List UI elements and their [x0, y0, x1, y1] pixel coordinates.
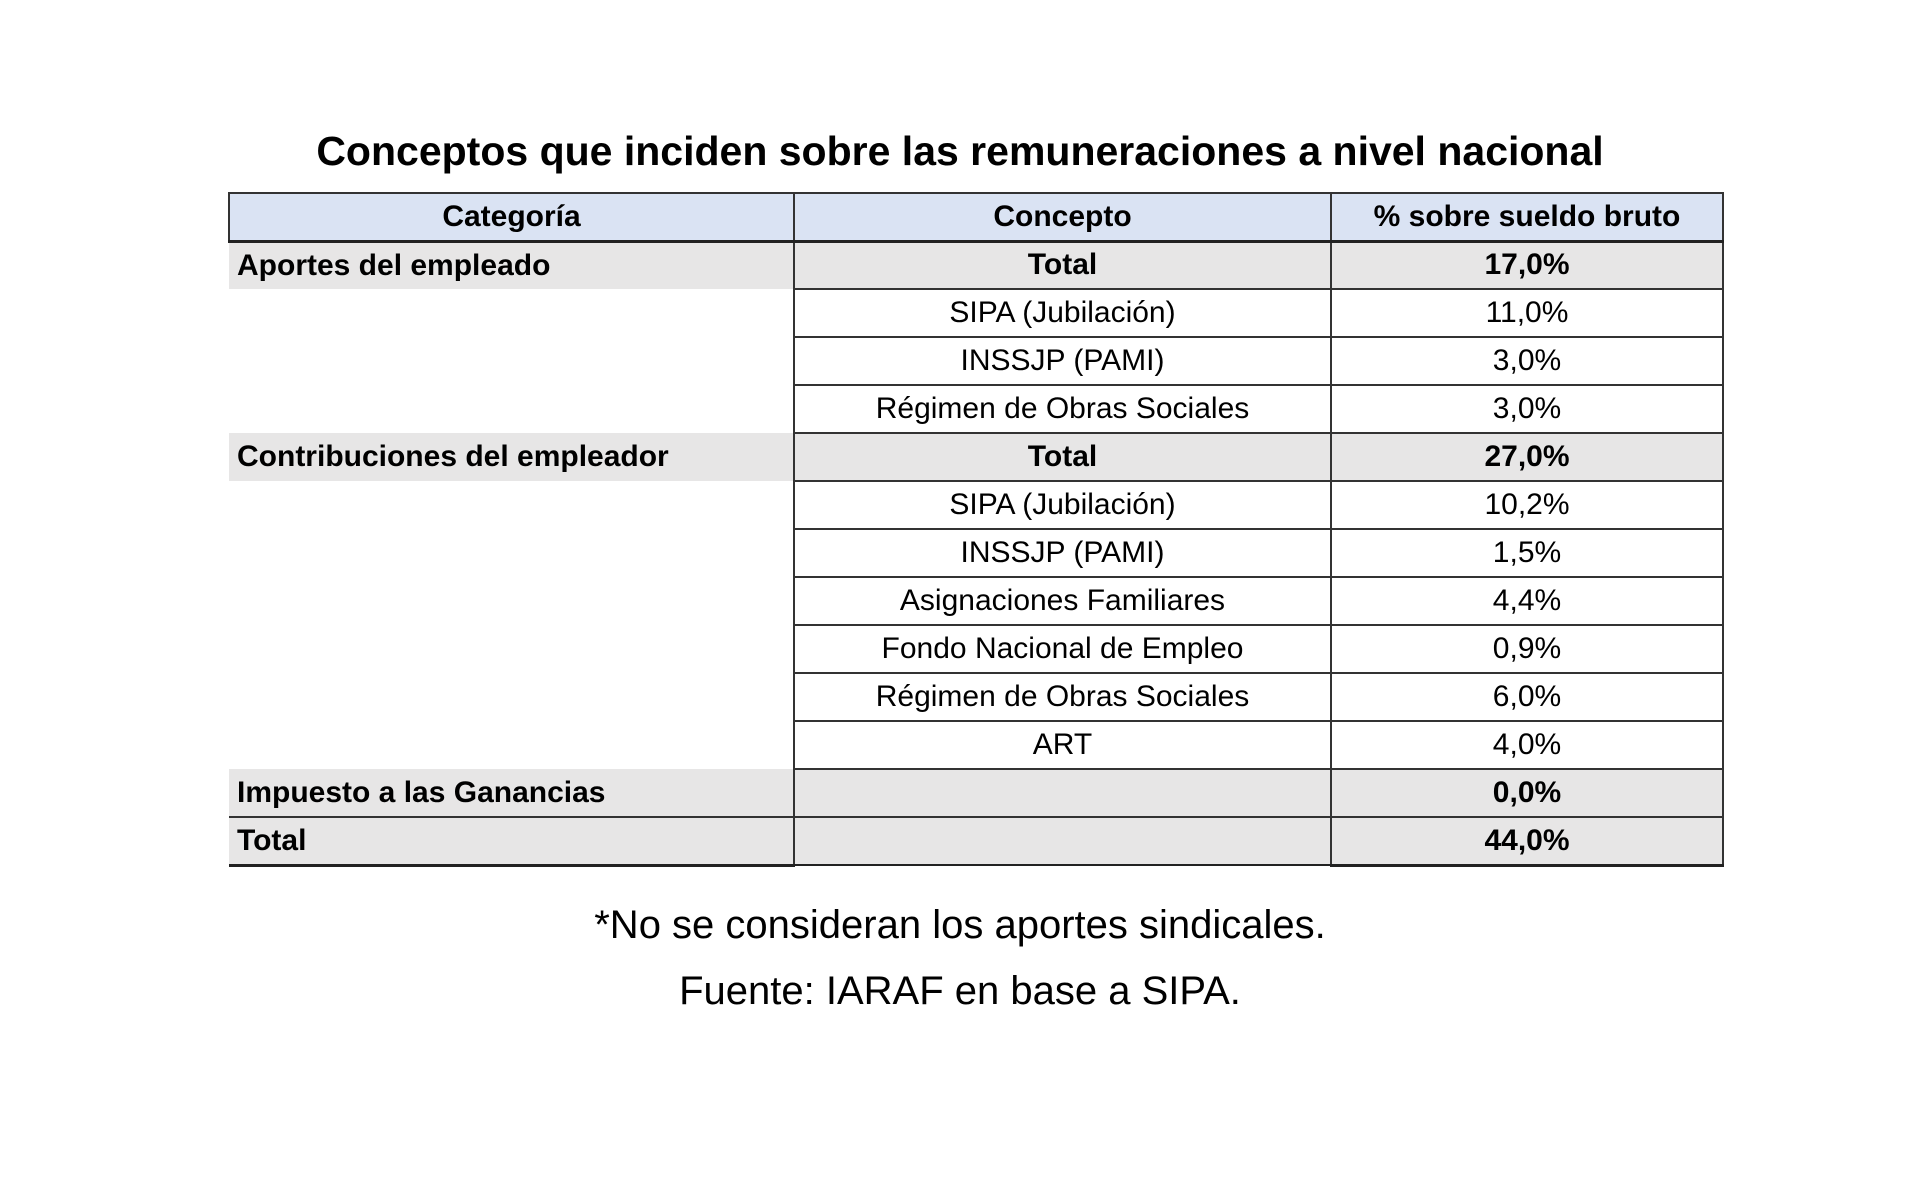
table-cell: Régimen de Obras Sociales [793, 673, 1332, 722]
table-cell [229, 625, 794, 673]
table-cell: SIPA (Jubilación) [793, 481, 1332, 530]
table-cell: 0,0% [1330, 769, 1724, 818]
table-row: SIPA (Jubilación) 11,0% [229, 289, 1724, 338]
table-cell [229, 385, 794, 433]
table-row: ART 4,0% [229, 721, 1724, 770]
table-cell: Aportes del empleado [229, 241, 794, 289]
table-row: Fondo Nacional de Empleo 0,9% [229, 625, 1724, 674]
table-cell [229, 673, 794, 721]
source: Fuente: IARAF en base a SIPA. [679, 969, 1241, 1013]
table: Categoría Concepto% sobre sueldo bruto Apo… [228, 192, 1724, 867]
table-cell [793, 817, 1332, 866]
table-cell: Total [229, 817, 794, 867]
header-cell: % sobre sueldo bruto [1330, 192, 1724, 243]
table-cell: 11,0% [1330, 289, 1724, 338]
table-cell: 17,0% [1330, 241, 1724, 290]
table-row: Total 44,0% [229, 817, 1724, 867]
table-cell [229, 289, 794, 337]
table-cell: 0,9% [1330, 625, 1724, 674]
table-row: SIPA (Jubilación) 10,2% [229, 481, 1724, 530]
table-cell: Total [793, 241, 1332, 290]
table-row: INSSJP (PAMI) 3,0% [229, 337, 1724, 386]
table-cell: Fondo Nacional de Empleo [793, 625, 1332, 674]
table-row: Régimen de Obras Sociales 3,0% [229, 385, 1724, 434]
table-cell [229, 529, 794, 577]
table-cell: 10,2% [1330, 481, 1724, 530]
table-cell [793, 769, 1332, 818]
table-cell: Contribuciones del empleador [229, 433, 794, 481]
table-cell: 1,5% [1330, 529, 1724, 578]
table-cell [229, 577, 794, 625]
table-cell: Total [793, 433, 1332, 482]
table-cell: SIPA (Jubilación) [793, 289, 1332, 338]
table-row: Régimen de Obras Sociales 6,0% [229, 673, 1724, 722]
table-cell [229, 481, 794, 529]
table-cell: Régimen de Obras Sociales [793, 385, 1332, 434]
table-row: INSSJP (PAMI) 1,5% [229, 529, 1724, 578]
header-cell: Concepto [793, 192, 1332, 243]
header-row: Categoría Concepto% sobre sueldo bruto [228, 192, 1724, 243]
table-cell: ART [793, 721, 1332, 770]
table-row: Aportes del empleado Total 17,0% [229, 241, 1724, 290]
table-cell [229, 721, 794, 769]
table-cell: 3,0% [1330, 385, 1724, 434]
title: Conceptos que inciden sobre las remunera… [316, 128, 1604, 174]
table-row: Impuesto a las Ganancias 0,0% [229, 769, 1724, 818]
header-cell: Categoría [228, 192, 795, 243]
table-row: Contribuciones del empleador Total 27,0% [229, 433, 1724, 482]
table-cell: 4,4% [1330, 577, 1724, 626]
table-cell: INSSJP (PAMI) [793, 337, 1332, 386]
table-cell: 6,0% [1330, 673, 1724, 722]
table-cell: INSSJP (PAMI) [793, 529, 1332, 578]
table-cell: Asignaciones Familiares [793, 577, 1332, 626]
table-cell [229, 337, 794, 385]
table-cell: Impuesto a las Ganancias [229, 769, 794, 818]
table-cell: 27,0% [1330, 433, 1724, 482]
footnote: *No se consideran los aportes sindicales… [594, 903, 1326, 947]
table-cell: 3,0% [1330, 337, 1724, 386]
table-row: Asignaciones Familiares 4,4% [229, 577, 1724, 626]
table-cell: 44,0% [1330, 817, 1724, 867]
table-cell: 4,0% [1330, 721, 1724, 770]
